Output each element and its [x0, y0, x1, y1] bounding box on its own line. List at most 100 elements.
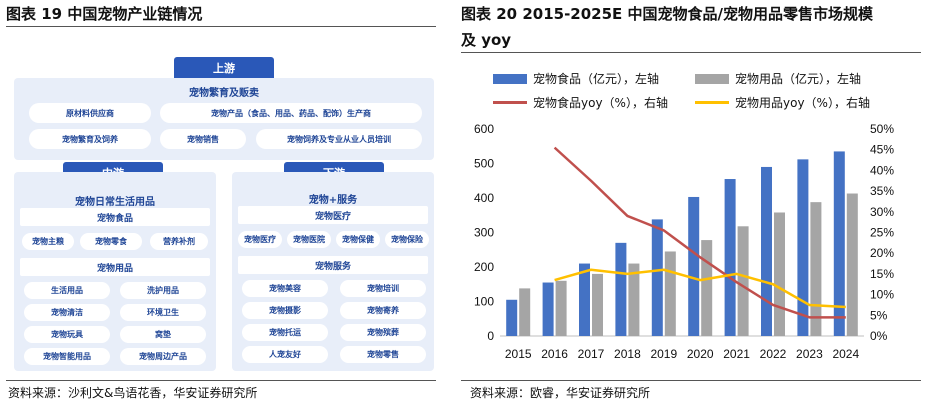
legend-food-bar: 宠物食品（亿元），左轴 — [493, 70, 659, 87]
down-med-hospital: 宠物医院 — [287, 231, 331, 248]
y-right-tick-label: 40% — [870, 163, 894, 177]
x-tick-label: 2016 — [541, 347, 568, 361]
down-med-insurance: 宠物保险 — [385, 231, 429, 248]
down-svc-training: 宠物培训 — [340, 280, 426, 297]
legend-swatch-food-yoy — [493, 101, 527, 104]
y-left-tick-label: 500 — [474, 157, 494, 171]
bar-food — [688, 196, 700, 336]
y-right-tick-label: 20% — [870, 246, 894, 260]
upstream-box-breeding: 宠物繁育及饲养 — [29, 129, 151, 149]
mid-sup-hygiene: 环境卫生 — [120, 304, 206, 321]
bar-food — [579, 263, 590, 336]
bar-supplies — [628, 263, 640, 336]
bar-supplies — [737, 226, 749, 336]
right-title-rule — [461, 52, 921, 53]
down-svc-photo: 宠物摄影 — [242, 302, 328, 319]
upstream-box-raw-materials: 原材料供应商 — [29, 103, 151, 123]
y-right-tick-label: 5% — [870, 308, 888, 322]
bar-supplies — [519, 288, 531, 336]
downstream-medical-title: 宠物医疗 — [314, 212, 351, 222]
bar-supplies — [774, 212, 785, 336]
line-food-yoy — [553, 146, 846, 319]
down-med-medical: 宠物医疗 — [238, 231, 282, 248]
midstream-supplies-title: 宠物用品 — [96, 264, 133, 274]
x-tick-label: 2018 — [614, 347, 641, 361]
left-source: 资料来源：沙利文&鸟语花香，华安证券研究所 — [8, 386, 258, 400]
midstream-supplies-band — [20, 258, 210, 276]
y-right-tick-label: 45% — [870, 143, 894, 157]
y-right-tick-label: 0% — [870, 329, 888, 343]
mid-sup-smart: 宠物智能用品 — [24, 348, 110, 365]
legend-label-food-bar: 宠物食品（亿元），左轴 — [533, 72, 660, 86]
down-svc-retail: 宠物零售 — [340, 346, 426, 363]
mid-sup-cleaning: 宠物清洁 — [24, 304, 110, 321]
x-tick-label: 2022 — [760, 347, 787, 361]
x-tick-label: 2023 — [796, 347, 823, 361]
y-right-tick-label: 50% — [870, 122, 894, 136]
y-right-tick-label: 15% — [870, 267, 894, 281]
downstream-services-band — [238, 256, 428, 274]
x-tick-label: 2017 — [578, 347, 605, 361]
bar-supplies — [846, 193, 858, 336]
midstream-food-title: 宠物食品 — [96, 214, 133, 224]
left-title-rule — [6, 26, 436, 27]
midstream-food-band — [20, 208, 210, 226]
down-svc-beauty: 宠物美容 — [242, 280, 328, 297]
legend-supplies-yoy: 宠物用品yoy（%），右轴 — [695, 94, 870, 111]
right-figure-title-line1: 图表 20 2015-2025E 中国宠物食品/宠物用品零售市场规模 — [461, 5, 873, 23]
legend-swatch-food-bar — [493, 73, 527, 84]
legend-swatch-supplies-yoy — [695, 101, 729, 104]
legend-label-supplies-yoy: 宠物用品yoy（%），右轴 — [735, 96, 870, 110]
x-tick-label: 2015 — [505, 347, 532, 361]
legend-supplies-bar: 宠物用品（亿元），左轴 — [695, 70, 861, 87]
mid-food-staple: 宠物主粮 — [22, 233, 74, 250]
bar-supplies — [810, 202, 822, 336]
y-left-tick-label: 0 — [487, 329, 494, 343]
mid-sup-grooming: 洗护用品 — [120, 282, 206, 299]
right-source-rule — [461, 380, 921, 381]
y-right-tick-label: 25% — [870, 226, 894, 240]
line-supplies-yoy — [554, 268, 846, 309]
downstream-header: 宠物+服务 — [308, 195, 358, 206]
y-right-tick-label: 35% — [870, 184, 894, 198]
legend-label-supplies-bar: 宠物用品（亿元），左轴 — [735, 72, 862, 86]
down-svc-funeral: 宠物殡葬 — [340, 324, 426, 341]
mid-sup-beds: 窝垫 — [120, 326, 206, 343]
x-tick-label: 2024 — [832, 347, 859, 361]
bar-supplies — [555, 280, 567, 336]
bar-supplies — [701, 240, 713, 336]
upstream-box-producers: 宠物产品（食品、用品、药品、配饰）生产商 — [160, 103, 422, 123]
legend-swatch-supplies-bar — [695, 73, 729, 84]
y-left-tick-label: 100 — [474, 295, 494, 309]
legend-label-food-yoy: 宠物食品yoy（%），右轴 — [533, 96, 668, 110]
left-source-rule — [6, 380, 436, 381]
right-figure-title-line2: 及 yoy — [461, 31, 512, 49]
bar-supplies — [592, 273, 603, 336]
mid-food-supplements: 营养补剂 — [150, 233, 208, 250]
left-figure-title: 图表 19 中国宠物产业链情况 — [6, 5, 203, 23]
mid-sup-peripheral: 宠物周边产品 — [120, 348, 206, 365]
midstream-header: 宠物日常生活用品 — [75, 197, 155, 208]
y-left-tick-label: 400 — [474, 191, 494, 205]
down-svc-transport: 宠物托运 — [242, 324, 328, 341]
bar-supplies — [664, 251, 676, 336]
legend-food-yoy: 宠物食品yoy（%），右轴 — [493, 94, 668, 111]
down-svc-boarding: 宠物寄养 — [340, 302, 426, 319]
mid-sup-toys: 宠物玩具 — [24, 326, 110, 343]
bar-food — [542, 282, 554, 336]
x-tick-label: 2020 — [687, 347, 714, 361]
upstream-box-sales: 宠物销售 — [160, 129, 246, 149]
y-right-tick-label: 10% — [870, 288, 894, 302]
bar-food — [797, 159, 809, 336]
y-right-tick-label: 30% — [870, 205, 894, 219]
x-tick-label: 2021 — [723, 347, 750, 361]
bar-food — [615, 242, 627, 336]
downstream-medical-band — [238, 206, 428, 224]
downstream-services-title: 宠物服务 — [314, 262, 351, 272]
mid-sup-daily: 生活用品 — [24, 282, 110, 299]
down-svc-friendly: 人宠友好 — [242, 346, 328, 363]
bar-food — [761, 166, 772, 336]
down-med-health: 宠物保健 — [336, 231, 380, 248]
bar-food — [833, 151, 845, 336]
